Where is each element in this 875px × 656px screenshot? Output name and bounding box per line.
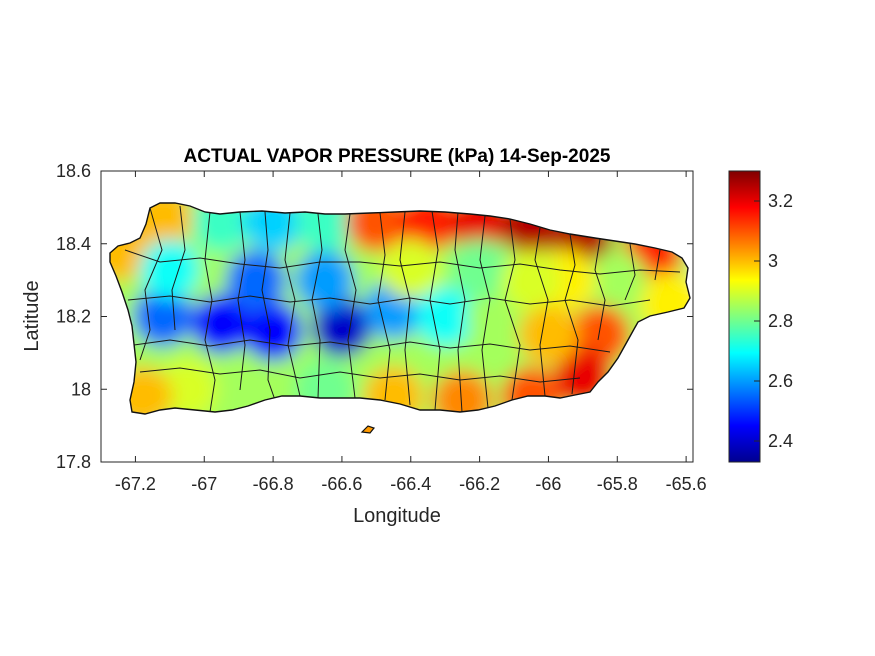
municipality-boundary xyxy=(139,367,581,383)
municipality-boundary xyxy=(534,227,549,397)
y-tick-label: 17.8 xyxy=(56,452,91,472)
municipality-boundary xyxy=(237,211,246,391)
x-axis-ticks: -67.2 -67 -66.8 -66.6 -66.4 -66.2 -66 -65.8 -65.… xyxy=(115,171,707,494)
field-sample xyxy=(225,250,286,311)
colorbar-tick-label: 2.4 xyxy=(768,431,793,451)
municipality-boundary xyxy=(377,212,391,401)
field-sample xyxy=(157,359,217,414)
municipality-boundary xyxy=(344,213,357,399)
colorbar-tick-label: 2.8 xyxy=(768,311,793,331)
x-tick-label: -66.4 xyxy=(390,474,431,494)
x-tick-label: -66.2 xyxy=(459,474,500,494)
municipality-boundary xyxy=(127,295,651,307)
municipality-boundary xyxy=(479,215,491,409)
municipality-boundary xyxy=(204,211,216,413)
field-sample xyxy=(449,239,510,300)
y-tick-label: 18.4 xyxy=(56,234,91,254)
x-tick-label: -66.8 xyxy=(253,474,294,494)
colorbar xyxy=(728,170,761,463)
field-sample xyxy=(432,370,493,414)
field-sample xyxy=(133,286,193,347)
municipality-boundary xyxy=(261,211,276,401)
field-sample xyxy=(294,250,355,311)
colorbar-tick-label: 3.2 xyxy=(768,191,793,211)
municipality-boundary xyxy=(429,210,441,411)
municipality-boundary xyxy=(139,207,163,361)
municipality-boundary xyxy=(624,243,636,301)
island-caja-de-muertos xyxy=(360,425,376,434)
field-sample xyxy=(139,239,200,300)
x-tick-label: -67 xyxy=(191,474,217,494)
municipality-boundary xyxy=(171,205,186,331)
municipality-boundary xyxy=(284,212,301,397)
colorbar-tick-label: 3 xyxy=(768,251,778,271)
x-axis-label: Longitude xyxy=(353,505,441,527)
x-tick-label: -65.8 xyxy=(597,474,638,494)
y-axis-ticks: 18.6 18.4 18.2 18 17.8 xyxy=(56,161,693,472)
x-tick-label: -66.6 xyxy=(321,474,362,494)
field-sample xyxy=(191,293,252,354)
field-sample xyxy=(243,301,304,362)
y-tick-label: 18.2 xyxy=(56,307,91,327)
colorbar-tick-label: 2.6 xyxy=(768,371,793,391)
municipality-boundary xyxy=(654,249,661,281)
colorbar-ticks: 3.2 3 2.8 2.6 2.4 xyxy=(754,191,793,451)
field-sample xyxy=(380,239,441,300)
chart-title: ACTUAL VAPOR PRESSURE (kPa) 14-Sep-2025 xyxy=(184,146,611,167)
y-tick-label: 18.6 xyxy=(56,161,91,181)
municipality-boundary xyxy=(124,249,681,275)
island-outline xyxy=(109,202,691,415)
y-axis-label: Latitude xyxy=(21,280,43,351)
municipality-boundary xyxy=(399,211,411,406)
y-tick-label: 18 xyxy=(71,379,91,399)
municipality-boundary xyxy=(454,211,466,413)
municipality-boundary xyxy=(594,238,606,341)
x-tick-label: -65.6 xyxy=(666,474,707,494)
x-tick-label: -66 xyxy=(535,474,561,494)
x-tick-label: -67.2 xyxy=(115,474,156,494)
field-sample xyxy=(587,250,648,311)
municipality-boundaries xyxy=(124,205,681,413)
municipality-boundary xyxy=(133,339,611,353)
